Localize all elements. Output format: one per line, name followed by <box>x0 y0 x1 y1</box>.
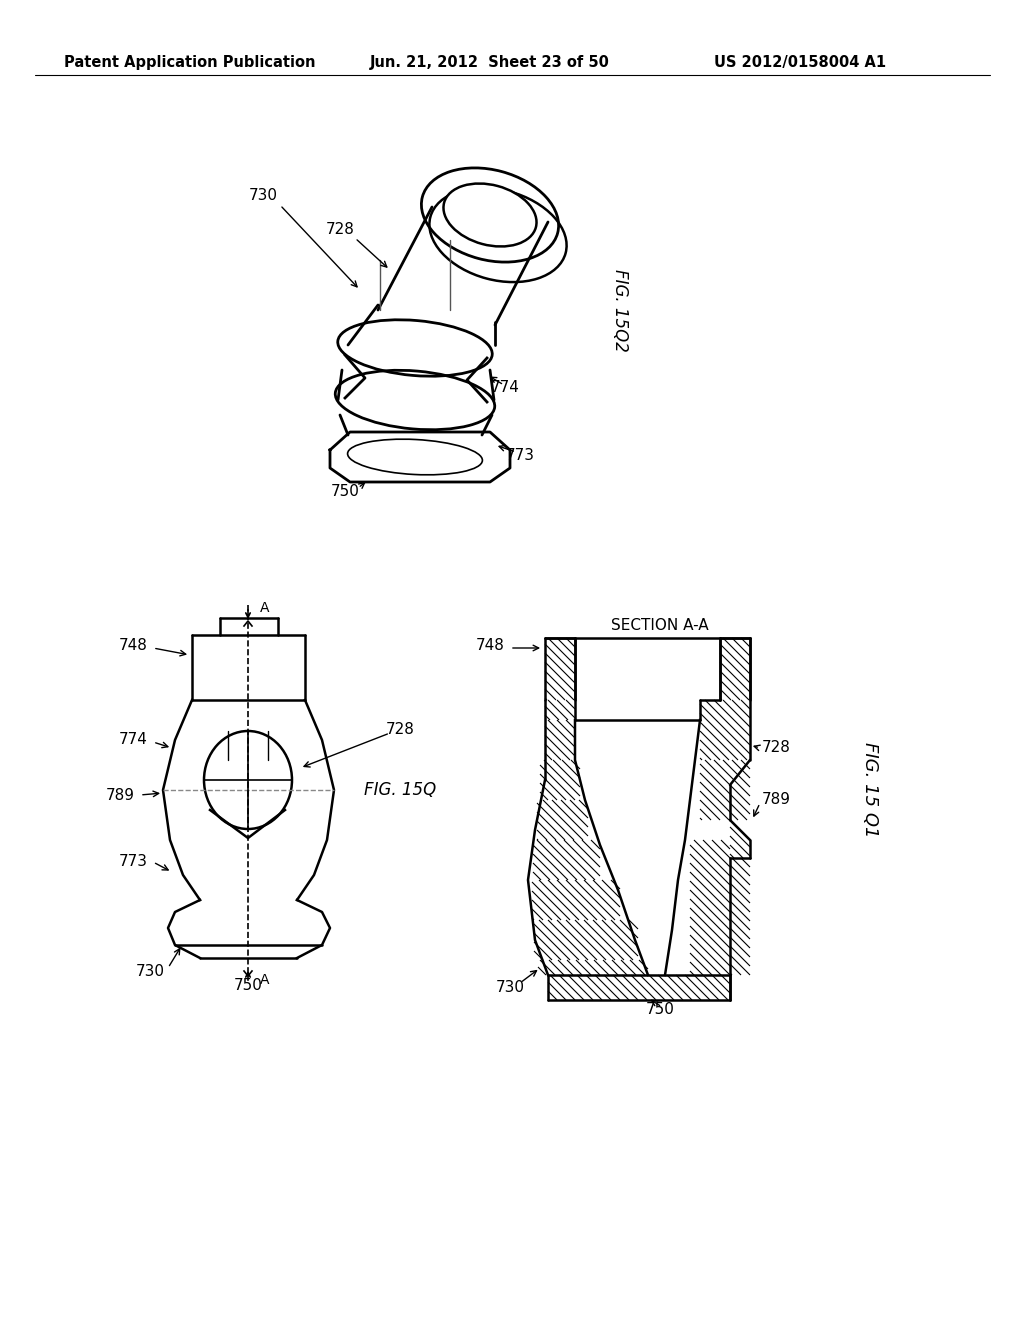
Text: 773: 773 <box>506 447 535 462</box>
Text: 730: 730 <box>496 979 524 994</box>
Text: FIG. 15 Q1: FIG. 15 Q1 <box>861 742 879 838</box>
Text: 789: 789 <box>106 788 135 803</box>
Text: 773: 773 <box>119 854 148 870</box>
Text: 730: 730 <box>249 187 278 202</box>
Text: Jun. 21, 2012  Sheet 23 of 50: Jun. 21, 2012 Sheet 23 of 50 <box>370 54 610 70</box>
Text: US 2012/0158004 A1: US 2012/0158004 A1 <box>714 54 886 70</box>
Text: FIG. 15Q2: FIG. 15Q2 <box>611 268 629 351</box>
Text: Patent Application Publication: Patent Application Publication <box>65 54 315 70</box>
Text: 750: 750 <box>331 484 359 499</box>
Text: 774: 774 <box>119 733 148 747</box>
Text: 730: 730 <box>136 965 165 979</box>
Text: A: A <box>260 601 269 615</box>
Text: 774: 774 <box>490 380 519 396</box>
Text: 728: 728 <box>762 741 791 755</box>
Text: SECTION A-A: SECTION A-A <box>611 618 709 632</box>
Text: 748: 748 <box>119 638 148 652</box>
Text: FIG. 15Q: FIG. 15Q <box>364 781 436 799</box>
Text: 728: 728 <box>386 722 415 738</box>
Ellipse shape <box>443 183 537 247</box>
Text: 748: 748 <box>476 638 505 652</box>
Text: A: A <box>260 973 269 987</box>
Text: 789: 789 <box>762 792 791 808</box>
Text: 750: 750 <box>233 978 262 993</box>
Text: 728: 728 <box>326 223 354 238</box>
Text: 750: 750 <box>645 1002 675 1018</box>
